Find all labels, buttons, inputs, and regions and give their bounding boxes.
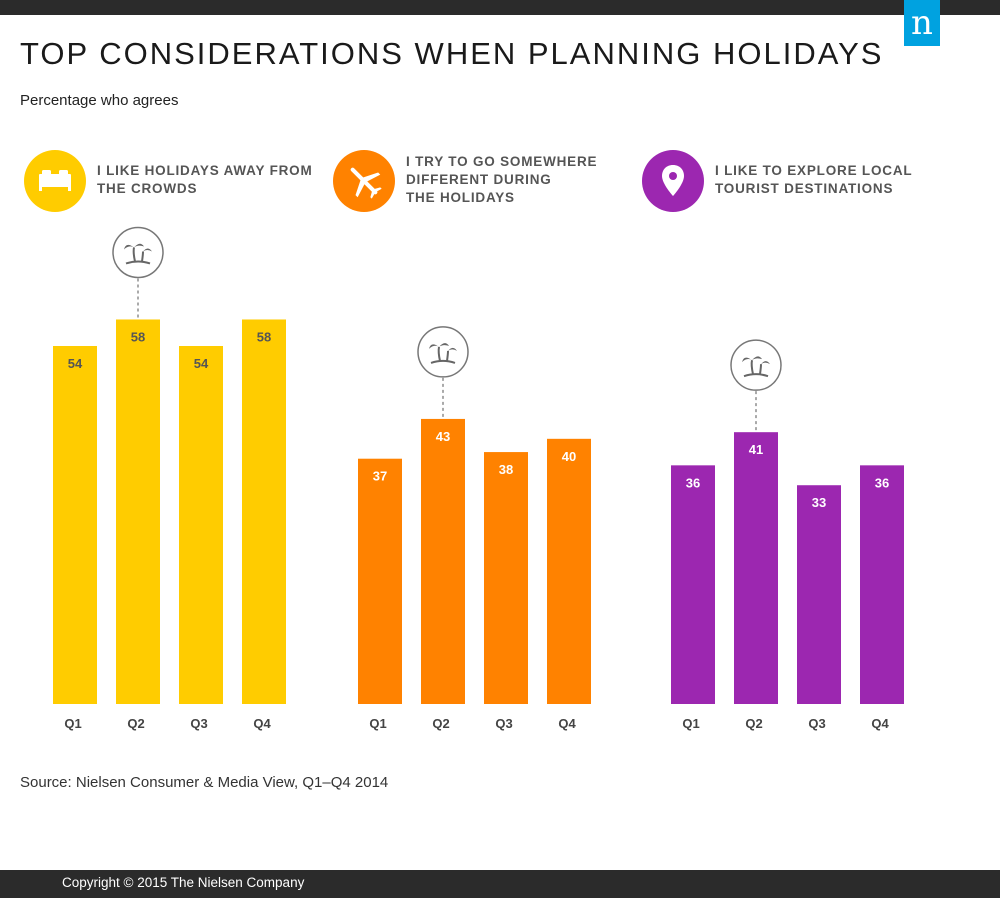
tick-label: Q3 <box>495 716 512 731</box>
bar-q4 <box>547 438 591 704</box>
bar-charts: 54 Q1 58 Q2 54 Q3 58 Q4 37 Q1 43 Q2 38 Q3 40 Q4 36 Q1 41 Q2… <box>53 226 904 731</box>
bed-icon <box>24 150 86 212</box>
palm-icon-leaves <box>742 356 762 363</box>
bar-q3 <box>797 485 841 704</box>
bar-chart-3: 36 Q1 41 Q2 33 Q3 36 Q4 <box>671 339 904 731</box>
tick-label: Q4 <box>558 716 576 731</box>
bar-value-label: 58 <box>131 329 145 344</box>
palm-icon-leaves <box>761 361 770 365</box>
bar-value-label: 41 <box>749 442 763 457</box>
palm-icon-circle <box>417 326 469 378</box>
palm-icon-trunk <box>141 251 144 262</box>
bar-value-label: 36 <box>686 475 700 490</box>
bar-q2 <box>734 432 778 704</box>
palm-icon-trunk <box>750 359 754 375</box>
bar-value-label: 40 <box>562 449 576 464</box>
panel-title-line: THE CROWDS <box>97 181 198 196</box>
bar-value-label: 36 <box>875 475 889 490</box>
bar-value-label: 38 <box>499 462 513 477</box>
palm-tree-icon <box>730 339 782 391</box>
bar-chart-1: 54 Q1 58 Q2 54 Q3 58 Q4 <box>53 226 286 731</box>
bar-value-label: 33 <box>812 495 826 510</box>
footer-bar: Copyright © 2015 The Nielsen Company <box>0 870 1000 898</box>
tick-label: Q4 <box>253 716 271 731</box>
bar-value-label: 43 <box>436 429 450 444</box>
map-pin-icon <box>642 150 704 212</box>
palm-icon-leaves <box>143 248 152 252</box>
palm-icon-trunk <box>437 346 441 362</box>
palm-icon-circle <box>730 339 782 391</box>
panel-title-line: THE HOLIDAYS <box>406 190 515 205</box>
bar-q2 <box>421 418 465 704</box>
palm-icon-leaves <box>124 243 144 250</box>
palm-tree-icon <box>112 226 164 279</box>
page-title: TOP CONSIDERATIONS WHEN PLANNING HOLIDAY… <box>20 36 884 71</box>
nielsen-logo: n <box>904 0 940 46</box>
panel-title-line: TOURIST DESTINATIONS <box>715 181 894 196</box>
palm-icon-ground <box>430 359 456 364</box>
bar-value-label: 54 <box>68 356 83 371</box>
panel-title-different: I TRY TO GO SOMEWHERE DIFFERENT DURING T… <box>406 153 641 207</box>
tick-label: Q2 <box>745 716 762 731</box>
panel-title-line: I LIKE TO EXPLORE LOCAL <box>715 163 913 178</box>
airplane-icon <box>333 150 395 212</box>
palm-icon-circle <box>112 226 164 279</box>
bar-q1 <box>53 346 97 704</box>
tick-label: Q4 <box>871 716 889 731</box>
bar-q2 <box>116 319 160 704</box>
palm-tree-icon <box>417 326 469 378</box>
bar-value-label: 37 <box>373 469 387 484</box>
palm-icon-leaves <box>429 343 449 349</box>
bar-q1 <box>358 458 402 704</box>
copyright: Copyright © 2015 The Nielsen Company <box>62 875 305 890</box>
bar-value-label: 54 <box>194 356 209 371</box>
palm-icon-trunk <box>759 364 762 375</box>
palm-icon-leaves <box>448 347 457 351</box>
bar-value-label: 58 <box>257 329 271 344</box>
panel-title-explore: I LIKE TO EXPLORE LOCAL TOURIST DESTINAT… <box>715 162 950 198</box>
bar-chart-2: 37 Q1 43 Q2 38 Q3 40 Q4 <box>358 326 591 731</box>
tick-label: Q1 <box>369 716 386 731</box>
tick-label: Q1 <box>64 716 81 731</box>
tick-label: Q3 <box>808 716 825 731</box>
bar-q3 <box>179 346 223 704</box>
panel-title-line: DIFFERENT DURING <box>406 172 552 187</box>
top-bar <box>0 0 1000 15</box>
tick-label: Q3 <box>190 716 207 731</box>
tick-label: Q2 <box>127 716 144 731</box>
tick-label: Q1 <box>682 716 699 731</box>
bar-q4 <box>242 319 286 704</box>
panel-title-line: I LIKE HOLIDAYS AWAY FROM <box>97 163 313 178</box>
bar-q3 <box>484 452 528 704</box>
bar-q4 <box>860 465 904 704</box>
palm-icon-ground <box>743 373 769 378</box>
source-note: Source: Nielsen Consumer & Media View, Q… <box>20 774 389 791</box>
page-subtitle: Percentage who agrees <box>20 92 179 109</box>
panel-title-line: I TRY TO GO SOMEWHERE <box>406 154 598 169</box>
bar-q1 <box>671 465 715 704</box>
tick-label: Q2 <box>432 716 449 731</box>
palm-icon-ground <box>125 260 151 265</box>
palm-icon-trunk <box>446 350 449 362</box>
panel-title-crowds: I LIKE HOLIDAYS AWAY FROM THE CROWDS <box>97 162 332 198</box>
palm-icon-trunk <box>132 247 136 262</box>
